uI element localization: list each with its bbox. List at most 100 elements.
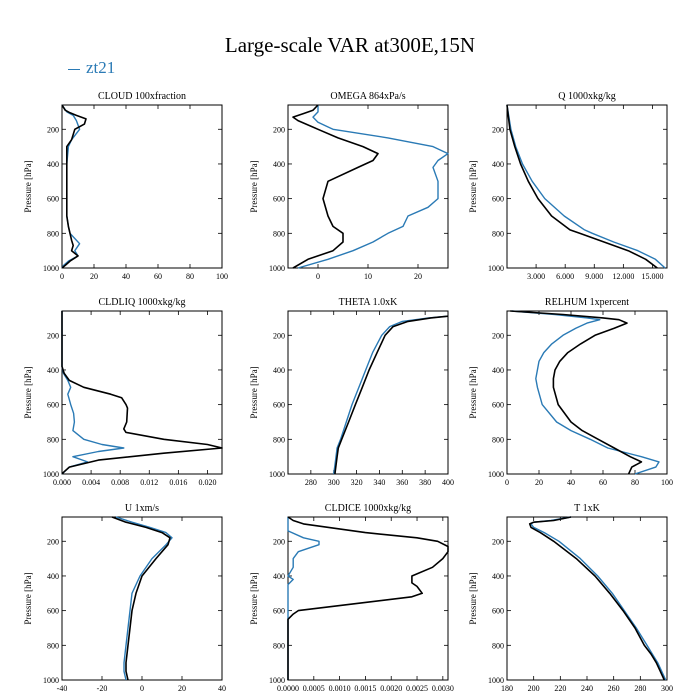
series-line-black [506,104,658,269]
y-tick-label: 800 [492,435,504,444]
x-tick-label: 20 [90,272,98,281]
series-line-black [111,516,171,681]
y-tick-label: 800 [492,229,504,238]
y-tick-label: 600 [273,607,285,616]
page-title: Large-scale VAR at300E,15N [224,33,476,57]
series-line-black [528,516,666,681]
y-axis-label: Pressure [hPa] [23,366,33,418]
x-tick-label: 220 [554,684,566,693]
y-tick-label: 800 [492,641,504,650]
y-tick-label: 1000 [43,470,59,479]
y-tick-label: 800 [47,641,59,650]
x-tick-label: 60 [599,478,607,487]
x-tick-label: 40 [218,684,226,693]
series-line-blue [333,315,449,475]
y-tick-label: 600 [273,195,285,204]
panel-title: RELHUM 1xpercent [545,297,629,308]
plot-frame [506,516,668,681]
legend-label: zt21 [86,58,116,77]
series-line-blue [506,104,666,269]
series-line-black [61,311,223,475]
y-axis-label: Pressure [hPa] [23,572,33,624]
chart-panel-3: Q 1000xkg/kg Pressure [hPa] 200 400 600 800 10… [468,91,668,281]
plot-frame [61,104,223,269]
panel-title: T 1xK [574,503,600,514]
x-tick-label: 60 [154,272,162,281]
x-tick-label: 0.008 [111,478,129,487]
x-tick-label: 180 [501,684,513,693]
x-tick-label: 0.0000 [277,684,299,693]
x-tick-label: 0 [505,478,509,487]
series-line-blue [115,516,173,681]
x-tick-label: -40 [57,684,68,693]
x-tick-label: 9.000 [585,272,603,281]
x-tick-label: 0.0025 [406,684,428,693]
panel-title: THETA 1.0xK [339,297,398,308]
y-tick-label: 1000 [43,676,59,685]
x-tick-label: 0.0015 [354,684,376,693]
y-axis-label: Pressure [hPa] [249,572,259,624]
y-tick-label: 200 [492,537,504,546]
y-tick-label: 600 [492,607,504,616]
y-tick-label: 400 [273,572,285,581]
x-tick-label: 0.0030 [432,684,454,693]
y-tick-label: 200 [47,331,59,340]
y-tick-label: 200 [492,125,504,134]
x-tick-label: 0.0010 [329,684,351,693]
chart-panel-5: THETA 1.0xK Pressure [hPa] 200 400 600 800 100… [249,297,454,487]
y-tick-label: 400 [47,572,59,581]
x-tick-label: 20 [535,478,543,487]
y-tick-label: 1000 [488,470,504,479]
y-tick-label: 1000 [488,264,504,273]
panel-title: Q 1000xkg/kg [558,91,616,102]
panel-title: CLDICE 1000xkg/kg [325,503,411,514]
y-tick-label: 200 [492,331,504,340]
x-tick-label: 300 [328,478,340,487]
y-tick-label: 400 [492,366,504,375]
y-tick-label: 1000 [488,676,504,685]
plot-frame [287,310,449,475]
x-tick-label: 40 [122,272,130,281]
panel-title: CLDLIQ 1000xkg/kg [99,297,186,308]
x-tick-label: 3.000 [527,272,545,281]
x-tick-label: 6.000 [556,272,574,281]
x-tick-label: 0 [60,272,64,281]
y-tick-label: 400 [492,572,504,581]
y-axis-label: Pressure [hPa] [249,366,259,418]
y-tick-label: 400 [47,160,59,169]
chart-panel-4: CLDLIQ 1000xkg/kg Pressure [hPa] 200 400 600… [23,297,223,487]
y-tick-label: 800 [47,435,59,444]
x-tick-label: 0.0020 [380,684,402,693]
panel-title: CLOUD 100xfraction [98,91,186,102]
panel-title: OMEGA 864xPa/s [330,91,405,102]
x-tick-label: 20 [178,684,186,693]
x-tick-label: 340 [373,478,385,487]
series-line-black [287,516,449,680]
x-tick-label: 0.020 [198,478,216,487]
y-tick-label: 600 [492,195,504,204]
x-tick-label: 320 [351,478,363,487]
y-tick-label: 1000 [269,264,285,273]
plot-frame [287,516,449,681]
x-tick-label: 20 [414,272,422,281]
y-tick-label: 600 [47,195,59,204]
series-line-black [510,310,643,475]
plot-frame [61,310,223,475]
y-tick-label: 800 [47,229,59,238]
plot-frame [61,516,223,681]
series-line-blue [287,517,320,680]
series-line-blue [297,105,449,269]
y-axis-label: Pressure [hPa] [468,366,478,418]
x-tick-label: 10 [364,272,372,281]
x-tick-label: 260 [608,684,620,693]
y-tick-label: 800 [273,435,285,444]
y-tick-label: 800 [273,229,285,238]
x-tick-label: 0.0005 [303,684,325,693]
series-line-black [334,315,449,475]
legend: zt21 [68,58,115,78]
x-tick-label: 15.000 [641,272,663,281]
x-tick-label: 360 [396,478,408,487]
y-tick-label: 600 [492,401,504,410]
